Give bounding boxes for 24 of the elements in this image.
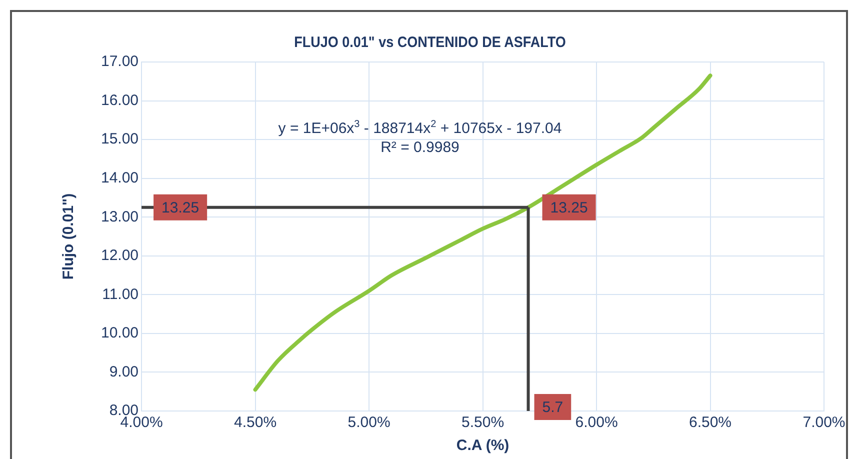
chart-title: FLUJO 0.01" vs CONTENIDO DE ASFALTO	[293, 34, 567, 51]
ref-line-label: 13.25	[162, 200, 200, 217]
y-tick-label: 13.00	[100, 208, 139, 226]
x-tick-label: 5.50%	[461, 414, 504, 432]
y-tick-label: 16.00	[100, 92, 139, 109]
x-tick-label: 5.00%	[348, 414, 390, 432]
ref-line-label: 5.7	[542, 399, 564, 416]
x-tick-label: 6.00%	[575, 414, 618, 432]
line-series	[253, 74, 712, 392]
y-tick-label: 10.00	[100, 324, 139, 342]
y-tick-label: 17.00	[100, 53, 139, 70]
y-axis-title: Flujo (0.01")	[60, 193, 78, 280]
y-tick-label: 14.00	[100, 169, 139, 186]
annotation: y = 1E+06x$^{3}$ - 188714x$^{2}$ + 10765x - 197.04	[277, 118, 563, 138]
x-axis-title: C.A (%)	[456, 437, 510, 454]
y-tick-label: 11.00	[102, 286, 139, 303]
y-tick-label: 15.00	[100, 130, 139, 148]
x-tick-label: 7.00%	[802, 414, 846, 432]
x-tick-label: 4.50%	[234, 414, 277, 432]
annotation: 13.25	[550, 200, 588, 217]
y-tick-label: 12.00	[100, 247, 139, 264]
annotation: R² = 0.9989	[380, 138, 460, 157]
x-tick-label: 6.50%	[688, 414, 732, 432]
y-tick-label: 9.00	[109, 363, 139, 380]
